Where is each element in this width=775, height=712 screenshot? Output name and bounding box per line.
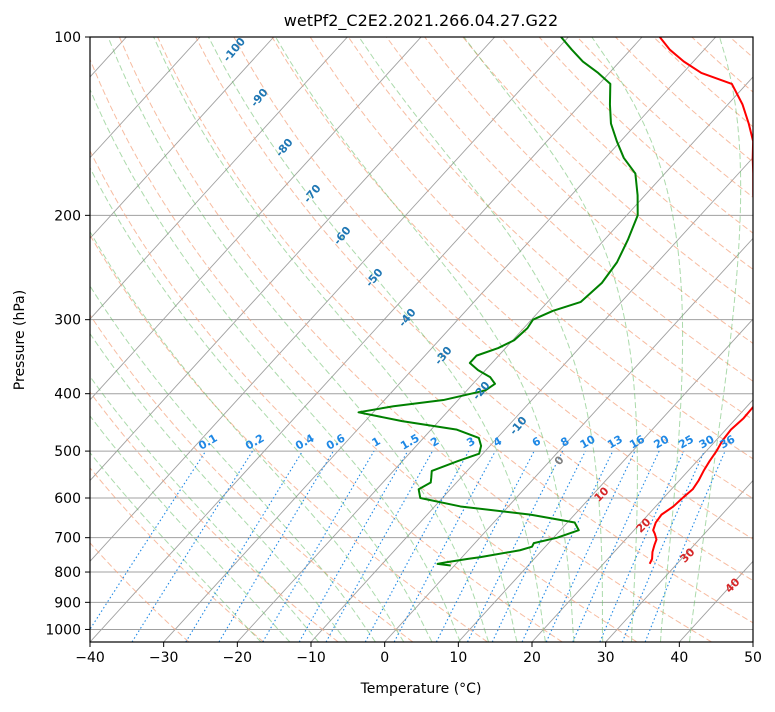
y-tick-label: 300	[54, 313, 81, 329]
dry-adiabat-line	[462, 37, 753, 307]
isotherm-gridline	[605, 479, 753, 642]
y-axis-label: Pressure (hPa)	[12, 290, 28, 390]
isotherm-gridline	[531, 399, 753, 642]
mixing-ratio-line	[325, 450, 434, 642]
dewpoint-profile-line	[357, 37, 639, 567]
moist-adiabat-line	[90, 375, 319, 642]
dry-adiabat-line	[195, 37, 753, 582]
x-tick-label: 10	[449, 650, 467, 666]
isotherm-gridline	[90, 37, 496, 482]
plot-area	[90, 37, 753, 642]
x-tick-label: 50	[744, 650, 762, 666]
dry-adiabat-line	[347, 37, 753, 421]
mixing-ratio-line	[364, 450, 470, 642]
moist-adiabat-line	[90, 285, 376, 642]
dry-adiabat-line	[157, 37, 753, 624]
mixing-ratio-line	[599, 450, 685, 642]
dry-adiabat-line	[90, 149, 563, 642]
mixing-ratio-line	[185, 450, 304, 642]
isotherm-gridline	[237, 76, 753, 642]
x-tick-label: −40	[75, 650, 105, 666]
isotherm-gridline	[90, 37, 422, 401]
x-tick-label: 30	[597, 650, 615, 666]
moist-adiabat-line	[90, 88, 461, 642]
dry-adiabat-line	[233, 37, 753, 540]
moist-adiabat-line	[358, 37, 604, 642]
y-tick-label: 400	[54, 387, 81, 403]
mixing-ratio-line	[90, 450, 207, 631]
mixing-ratio-line	[393, 450, 496, 642]
mixing-ratio-line	[572, 450, 660, 642]
isotherm-gridline	[90, 37, 201, 159]
moist-adiabat-line	[153, 37, 518, 642]
x-tick-label: −30	[149, 650, 179, 666]
y-tick-label: 1000	[45, 622, 81, 638]
x-tick-label: 40	[670, 650, 688, 666]
dry-adiabat-line	[90, 234, 488, 642]
dry-adiabat-line	[271, 37, 753, 500]
isotherm-gridline	[90, 37, 643, 642]
mixing-ratio-line	[644, 450, 726, 642]
dry-adiabat-line	[386, 37, 753, 382]
y-tick-label: 500	[54, 444, 81, 460]
chart-title: wetPf2_C2E2.2021.266.04.27.G22	[284, 11, 558, 31]
isotherm-gridline	[163, 37, 717, 642]
moist-adiabat-line	[463, 37, 638, 642]
moist-adiabat-line	[90, 166, 433, 642]
y-tick-label: 800	[54, 565, 81, 581]
isotherm-gridline	[90, 37, 348, 320]
isotherm-gridline	[310, 156, 753, 642]
moist-adiabat-line	[591, 37, 684, 642]
plot-frame	[89, 36, 754, 643]
mixing-ratio-line	[621, 450, 705, 642]
mixing-ratio-line	[467, 450, 564, 642]
moist-adiabat-line	[107, 37, 490, 642]
x-axis-label: Temperature (°C)	[360, 681, 482, 697]
mixing-ratio-line	[131, 450, 254, 642]
isotherm-gridline	[90, 37, 569, 562]
x-tick-label: −10	[296, 650, 326, 666]
isotherm-gridline	[458, 318, 753, 642]
isotherm-gridline	[384, 237, 753, 642]
dry-adiabat-line	[90, 58, 638, 642]
y-tick-label: 900	[54, 595, 81, 611]
y-tick-label: 200	[54, 208, 81, 224]
moist-adiabat-line	[208, 37, 546, 642]
x-tick-label: −20	[223, 650, 253, 666]
y-tick-label: 700	[54, 531, 81, 547]
dry-adiabat-line	[90, 467, 264, 642]
x-tick-label: 0	[380, 650, 389, 666]
moist-adiabat-line	[275, 37, 575, 642]
dry-adiabat-line	[90, 314, 414, 642]
isotherm-gridline	[90, 37, 275, 240]
moist-adiabat-line	[90, 332, 348, 642]
y-tick-label: 600	[54, 491, 81, 507]
moist-adiabat-line	[689, 37, 742, 642]
y-tick-label: 100	[54, 30, 81, 46]
x-tick-label: 20	[523, 650, 541, 666]
